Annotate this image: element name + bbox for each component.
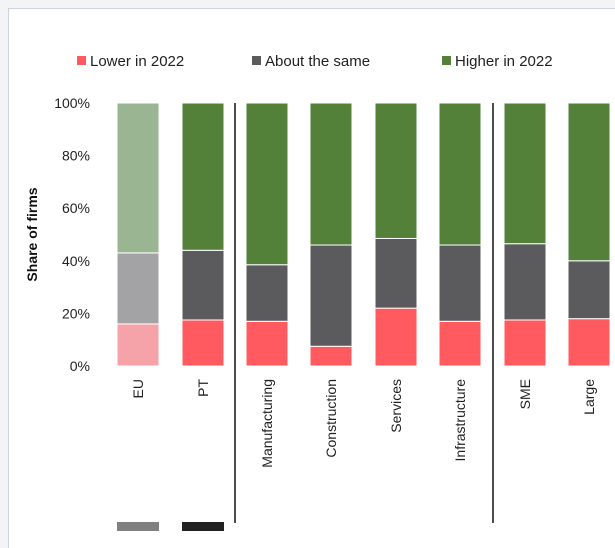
bar-large-lower-in-2022: [567, 318, 611, 367]
category-label-sme: SME: [517, 379, 533, 409]
y-axis-label: Share of firms: [24, 187, 40, 281]
y-tick-label: 0%: [70, 358, 90, 374]
bottom-swatch-pt: [182, 522, 224, 531]
legend-label-higher-in-2022: Higher in 2022: [455, 53, 553, 70]
y-tick-label: 20%: [62, 305, 90, 321]
y-tick-label: 100%: [54, 95, 90, 111]
y-tick-label: 80%: [62, 148, 90, 164]
bar-manufacturing-lower-in-2022: [245, 320, 289, 367]
legend-swatch-about-the-same: [252, 56, 261, 65]
bar-pt-about-the-same: [181, 249, 225, 321]
category-label-large: Large: [581, 379, 597, 415]
category-label-pt: PT: [195, 379, 211, 397]
bar-construction-about-the-same: [309, 244, 353, 347]
legend-swatch-lower-in-2022: [77, 56, 86, 65]
bar-services-about-the-same: [374, 237, 418, 309]
bottom-swatch-eu: [117, 522, 159, 531]
legend-label-about-the-same: About the same: [265, 53, 370, 70]
bar-large-higher-in-2022: [567, 102, 611, 262]
y-tick-label: 60%: [62, 200, 90, 216]
bar-services-higher-in-2022: [374, 102, 418, 239]
category-label-services: Services: [388, 379, 404, 433]
bar-infrastructure-lower-in-2022: [438, 320, 482, 367]
bar-construction-higher-in-2022: [309, 102, 353, 246]
legend-swatch-higher-in-2022: [442, 56, 451, 65]
category-label-infrastructure: Infrastructure: [452, 379, 468, 462]
bar-manufacturing-higher-in-2022: [245, 102, 289, 266]
bar-large-about-the-same: [567, 260, 611, 320]
category-label-construction: Construction: [323, 379, 339, 458]
bar-manufacturing-about-the-same: [245, 264, 289, 322]
category-label-manufacturing: Manufacturing: [259, 379, 275, 468]
bar-pt-higher-in-2022: [181, 102, 225, 251]
legend-label-lower-in-2022: Lower in 2022: [90, 53, 184, 70]
y-tick-label: 40%: [62, 253, 90, 269]
bar-eu-about-the-same: [116, 252, 160, 325]
bar-infrastructure-about-the-same: [438, 244, 482, 322]
stacked-bar-chart: Lower in 2022 About the same Higher in 202…: [24, 53, 611, 531]
bar-infrastructure-higher-in-2022: [438, 102, 482, 246]
bar-pt-lower-in-2022: [181, 319, 225, 367]
bar-services-lower-in-2022: [374, 307, 418, 367]
bar-sme-lower-in-2022: [503, 319, 547, 367]
chart-panel: Lower in 2022 About the same Higher in 202…: [8, 8, 615, 548]
category-label-eu: EU: [130, 379, 146, 398]
bar-eu-higher-in-2022: [116, 102, 160, 254]
bar-sme-higher-in-2022: [503, 102, 547, 245]
bar-construction-lower-in-2022: [309, 345, 353, 367]
bar-sme-about-the-same: [503, 243, 547, 321]
bar-eu-lower-in-2022: [116, 323, 160, 367]
